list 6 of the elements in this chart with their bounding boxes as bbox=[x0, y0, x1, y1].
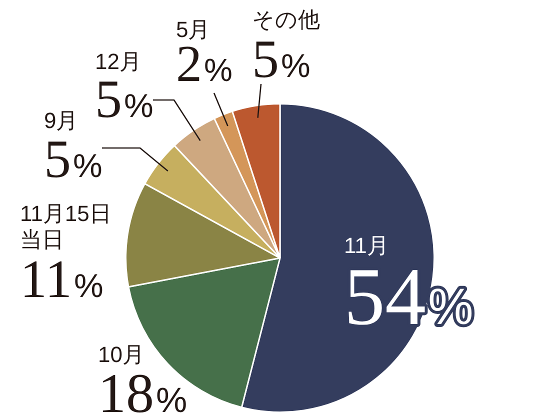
data-label: 11% bbox=[20, 249, 104, 309]
slice-label: 11月 bbox=[344, 233, 389, 258]
slice-label: 9月 bbox=[44, 108, 78, 133]
slice-label: その他 bbox=[252, 7, 320, 32]
slice-label: 10月 bbox=[98, 342, 144, 367]
slice-label: 11月15日当日 bbox=[20, 201, 112, 252]
